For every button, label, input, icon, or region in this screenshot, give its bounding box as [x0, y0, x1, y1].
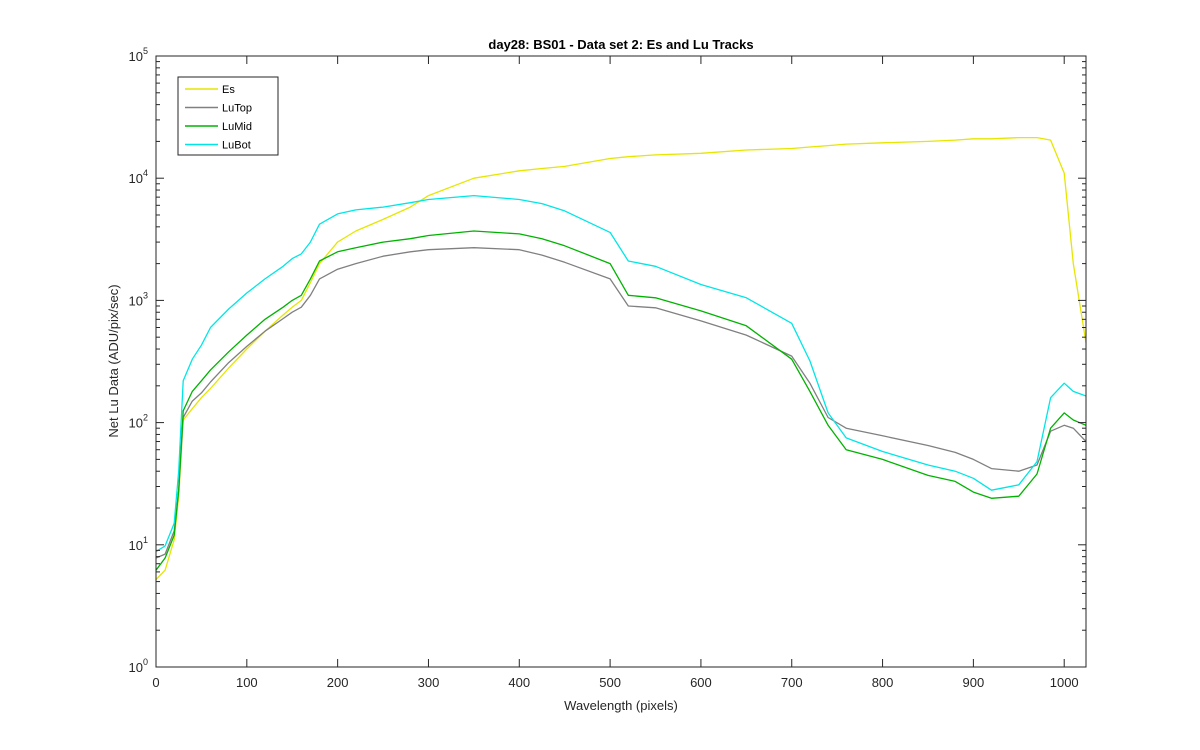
y-tick-label-base: 10	[129, 538, 143, 553]
legend-label-es: Es	[222, 84, 235, 96]
series-layer	[155, 136, 1087, 580]
legend-label-lubot: LuBot	[222, 140, 251, 152]
y-tick-label-base: 10	[129, 293, 143, 308]
x-tick-label: 600	[690, 675, 712, 690]
x-axis-ticks: 0 100 200 300 400 500 600 700 800 900 1000	[152, 56, 1079, 690]
x-axis-title: Wavelength (pixels)	[564, 698, 678, 713]
series-line-es	[155, 136, 1087, 580]
x-tick-label: 200	[327, 675, 349, 690]
x-tick-label: 500	[599, 675, 621, 690]
legend-label-lutop: LuTop	[222, 103, 252, 115]
legend-label-lumid: LuMid	[222, 121, 252, 133]
y-tick-label: 105	[129, 46, 148, 64]
y-tick-label: 103	[129, 290, 148, 308]
y-tick-label-base: 10	[129, 416, 143, 431]
y-tick-label-base: 10	[129, 171, 143, 186]
x-tick-label: 0	[152, 675, 159, 690]
y-tick-label: 101	[129, 535, 148, 553]
x-tick-label: 100	[236, 675, 258, 690]
x-tick-label: 400	[508, 675, 530, 690]
y-tick-label-exponent: 2	[143, 413, 148, 423]
legend-box	[177, 76, 279, 156]
x-tick-label: 300	[418, 675, 440, 690]
y-tick-label-exponent: 5	[143, 46, 148, 56]
y-axis-title: Net Lu Data (ADU/pix/sec)	[106, 284, 121, 437]
legend: Es LuTop LuMid LuBot	[177, 76, 279, 156]
y-tick-label: 100	[129, 657, 148, 675]
x-tick-label: 800	[872, 675, 894, 690]
x-tick-label: 900	[963, 675, 985, 690]
y-tick-label: 102	[129, 413, 148, 431]
chart-title: day28: BS01 - Data set 2: Es and Lu Trac…	[488, 37, 753, 52]
y-tick-label-base: 10	[129, 49, 143, 64]
x-tick-label: 700	[781, 675, 803, 690]
plot-area	[156, 56, 1086, 667]
y-tick-label-exponent: 0	[143, 657, 148, 667]
series-line-lutop	[155, 247, 1087, 559]
series-line-lumid	[155, 230, 1087, 571]
y-tick-label-exponent: 1	[143, 535, 148, 545]
series-line-lubot	[155, 194, 1087, 553]
plot-frame	[155, 55, 1087, 668]
y-tick-label-base: 10	[129, 660, 143, 675]
legend-entries: Es LuTop LuMid LuBot	[185, 84, 252, 152]
y-tick-label-exponent: 4	[143, 168, 148, 178]
y-tick-label: 104	[129, 168, 148, 186]
y-tick-label-exponent: 3	[143, 290, 148, 300]
x-tick-label: 1000	[1050, 675, 1079, 690]
